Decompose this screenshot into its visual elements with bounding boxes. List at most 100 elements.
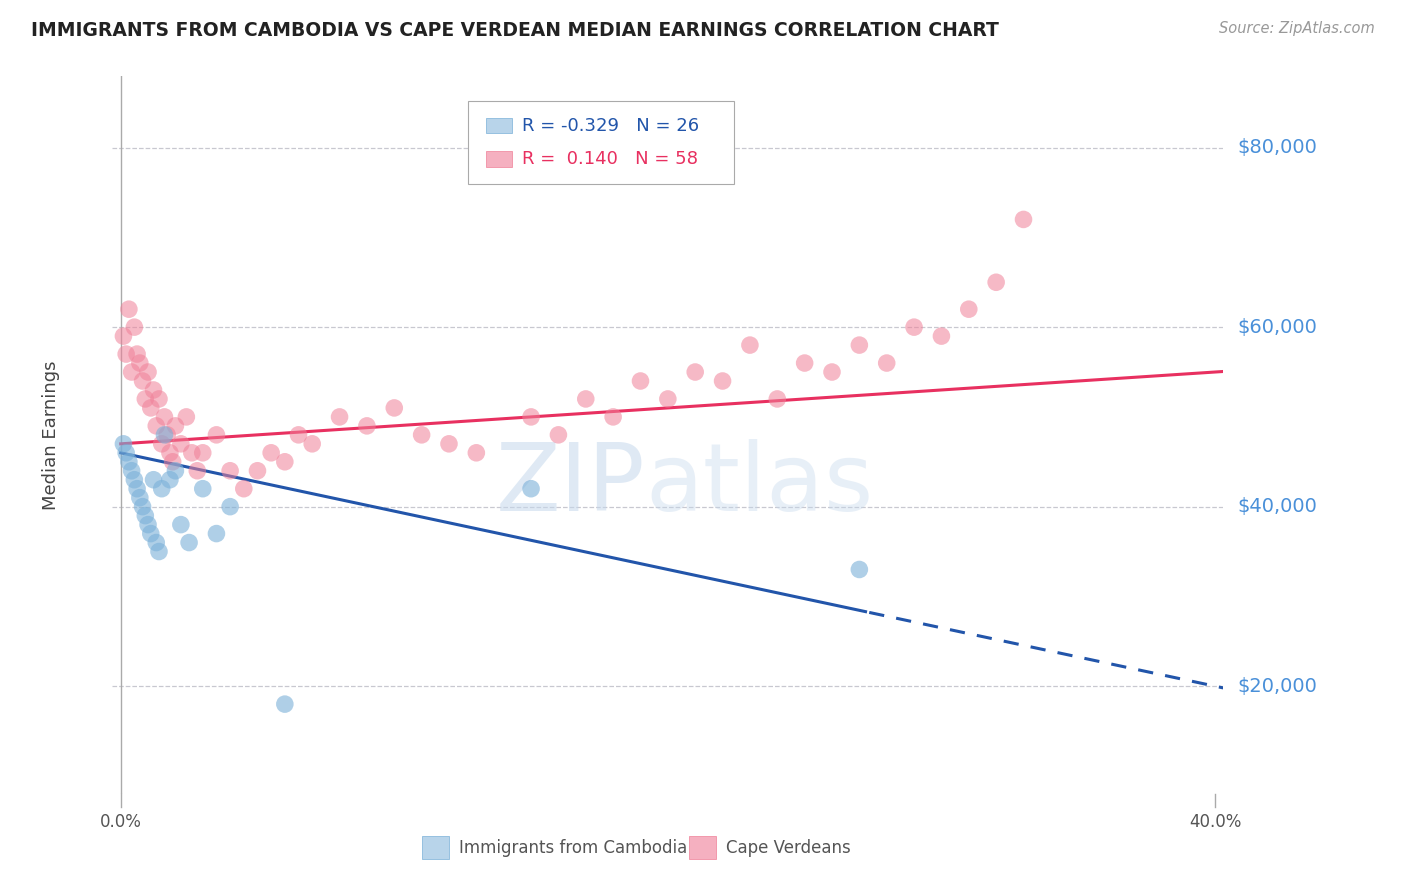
Text: $20,000: $20,000 bbox=[1237, 677, 1317, 696]
Point bbox=[382, 401, 405, 415]
Point bbox=[121, 365, 143, 379]
Point bbox=[191, 446, 214, 460]
Point bbox=[118, 455, 141, 469]
Text: IMMIGRANTS FROM CAMBODIA VS CAPE VERDEAN MEDIAN EARNINGS CORRELATION CHART: IMMIGRANTS FROM CAMBODIA VS CAPE VERDEAN… bbox=[31, 21, 998, 39]
Point bbox=[711, 374, 734, 388]
Point bbox=[602, 409, 624, 424]
Point bbox=[683, 365, 706, 379]
Point bbox=[260, 446, 283, 460]
Point bbox=[301, 437, 323, 451]
Point bbox=[139, 401, 162, 415]
Point bbox=[738, 338, 761, 352]
FancyBboxPatch shape bbox=[422, 836, 449, 859]
Point bbox=[165, 418, 187, 433]
Point bbox=[165, 464, 187, 478]
Point bbox=[115, 347, 138, 361]
Point bbox=[219, 464, 242, 478]
Point bbox=[134, 508, 156, 523]
Point bbox=[356, 418, 378, 433]
Point bbox=[118, 302, 141, 317]
Point bbox=[162, 455, 184, 469]
Point bbox=[329, 409, 352, 424]
Point bbox=[148, 544, 170, 558]
Point bbox=[124, 473, 146, 487]
Point bbox=[520, 409, 543, 424]
Text: atlas: atlas bbox=[645, 439, 875, 531]
Point bbox=[657, 392, 679, 406]
Point bbox=[520, 482, 543, 496]
Point bbox=[136, 517, 159, 532]
Point bbox=[128, 491, 150, 505]
Point bbox=[148, 392, 170, 406]
Point bbox=[142, 473, 165, 487]
Point bbox=[170, 517, 193, 532]
Point bbox=[246, 464, 269, 478]
Point bbox=[139, 526, 162, 541]
Point bbox=[177, 535, 200, 549]
Point bbox=[150, 437, 173, 451]
Point bbox=[153, 409, 176, 424]
Point bbox=[145, 535, 167, 549]
Text: Immigrants from Cambodia: Immigrants from Cambodia bbox=[458, 838, 688, 856]
Point bbox=[128, 356, 150, 370]
Point bbox=[821, 365, 844, 379]
Point bbox=[150, 482, 173, 496]
Text: $40,000: $40,000 bbox=[1237, 497, 1317, 516]
Point bbox=[931, 329, 953, 343]
Text: Cape Verdeans: Cape Verdeans bbox=[725, 838, 851, 856]
Point bbox=[112, 437, 135, 451]
Point bbox=[630, 374, 652, 388]
Point bbox=[134, 392, 156, 406]
FancyBboxPatch shape bbox=[485, 151, 512, 167]
Point bbox=[465, 446, 488, 460]
Text: R = -0.329   N = 26: R = -0.329 N = 26 bbox=[523, 117, 699, 135]
Point bbox=[112, 329, 135, 343]
Point bbox=[127, 347, 149, 361]
Point bbox=[176, 409, 198, 424]
Point bbox=[142, 383, 165, 397]
Point bbox=[232, 482, 254, 496]
Point bbox=[127, 482, 149, 496]
Point bbox=[180, 446, 202, 460]
Point bbox=[186, 464, 208, 478]
FancyBboxPatch shape bbox=[485, 118, 512, 134]
Point bbox=[170, 437, 193, 451]
Point bbox=[957, 302, 980, 317]
Point bbox=[159, 473, 181, 487]
Text: $80,000: $80,000 bbox=[1237, 138, 1317, 157]
Point bbox=[156, 427, 179, 442]
Point bbox=[124, 320, 146, 334]
Text: $60,000: $60,000 bbox=[1237, 318, 1317, 336]
Text: ZIP: ZIP bbox=[496, 439, 645, 531]
Point bbox=[437, 437, 460, 451]
Point bbox=[131, 500, 153, 514]
Point bbox=[121, 464, 143, 478]
Point bbox=[287, 427, 309, 442]
Point bbox=[848, 562, 870, 576]
Point bbox=[411, 427, 433, 442]
Text: Median Earnings: Median Earnings bbox=[42, 360, 60, 509]
Point bbox=[159, 446, 181, 460]
Point bbox=[205, 526, 228, 541]
Text: Source: ZipAtlas.com: Source: ZipAtlas.com bbox=[1219, 21, 1375, 36]
Point bbox=[1012, 212, 1035, 227]
Point bbox=[848, 338, 870, 352]
Point bbox=[274, 455, 297, 469]
FancyBboxPatch shape bbox=[468, 101, 734, 184]
Point bbox=[903, 320, 925, 334]
Point bbox=[274, 697, 297, 711]
Text: 40.0%: 40.0% bbox=[1189, 814, 1241, 831]
Point bbox=[547, 427, 569, 442]
Point bbox=[115, 446, 138, 460]
Point bbox=[191, 482, 214, 496]
Point bbox=[131, 374, 153, 388]
Point bbox=[575, 392, 598, 406]
Point bbox=[136, 365, 159, 379]
Point bbox=[793, 356, 815, 370]
Text: R =  0.140   N = 58: R = 0.140 N = 58 bbox=[523, 150, 699, 168]
Point bbox=[205, 427, 228, 442]
Text: 0.0%: 0.0% bbox=[100, 814, 142, 831]
Point bbox=[219, 500, 242, 514]
Point bbox=[153, 427, 176, 442]
FancyBboxPatch shape bbox=[689, 836, 716, 859]
